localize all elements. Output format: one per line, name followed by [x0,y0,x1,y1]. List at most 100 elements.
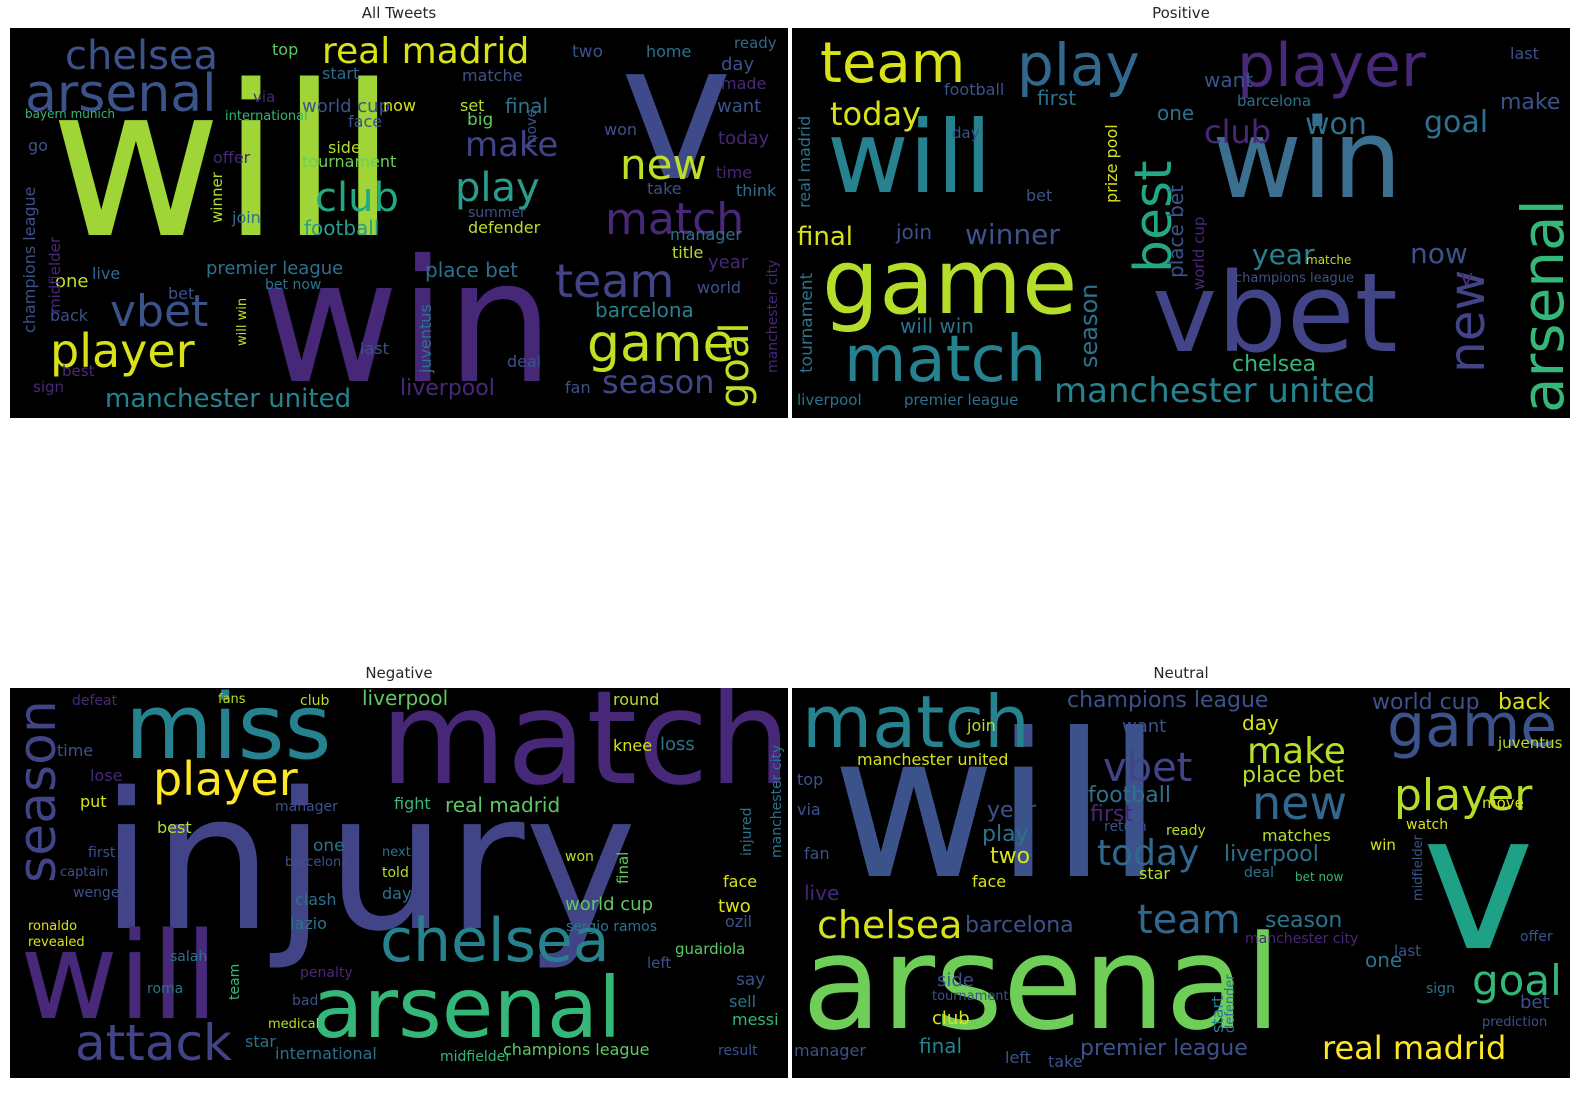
cloud-word: champions league [1067,688,1269,713]
cloud-word: chelsea [380,906,610,976]
cloud-word: arsenal [802,907,1281,1059]
cloud-word: champions league [1235,271,1355,286]
cloud-word: goal [712,322,758,409]
cloud-word: chelsea [1232,352,1317,377]
cloud-word: international [275,1044,377,1063]
cloud-word: club [315,175,399,221]
cloud-word: bet now [265,277,322,293]
cloud-word: day [382,884,412,903]
cloud-word: season [602,363,715,401]
cloud-word: set [460,96,485,115]
cloud-word: player [1394,770,1533,821]
cloud-word: think [736,181,777,200]
cloud-word: join [967,716,996,735]
cloud-word: defeat [72,693,118,709]
cloud-word: ronaldo [28,919,78,934]
cloud-word: liverpool [400,376,495,401]
cloud-word: clash [295,890,337,909]
cloud-word: fan [804,844,830,863]
wordcloud-panel-positive: Positive team play player will win game vbet ma… [792,4,1570,420]
wordcloud-canvas: team play player will win game vbet match arsena… [792,28,1570,418]
cloud-word: star [1139,864,1170,883]
cloud-word: wenger [73,885,126,901]
cloud-word: one [1157,101,1195,125]
cloud-word: want [1122,716,1167,737]
cloud-word: move [1482,794,1524,812]
cloud-word: world [697,278,742,297]
cloud-word: via [797,800,821,819]
cloud-word: play [982,822,1029,847]
cloud-word: year [708,252,749,273]
cloud-word: back [1498,690,1551,715]
cloud-word: day [721,54,755,75]
cloud-word: goal [1472,956,1562,1005]
cloud-word: ready [1166,823,1206,839]
cloud-word: say [736,970,766,990]
cloud-word: champions league [503,1040,650,1059]
cloud-word: game [587,314,735,374]
cloud-word: bet now [1295,870,1344,884]
cloud-word: won [1305,107,1367,142]
cloud-word: bad [292,993,319,1009]
wordcloud-panel-all-tweets: All Tweets will v win real madrid chelsea ars… [10,4,788,420]
cloud-word: fan [565,378,591,397]
cloud-word: miss [125,688,332,780]
cloud-word: sign [33,378,65,396]
cloud-word: bet [1026,186,1053,205]
cloud-word: move [524,108,540,148]
cloud-word: juventus [416,304,435,373]
cloud-word: bayern munich [25,107,116,121]
cloud-word: world cup [302,96,391,117]
cloud-word: real madrid [1322,1029,1507,1067]
cloud-word: fans [218,692,246,707]
cloud-word: home [646,42,692,61]
cloud-word: vbet [110,286,209,337]
cloud-word: today [718,128,770,149]
cloud-word: left [1005,1048,1031,1067]
wordcloud-panel-negative: Negative injury match miss will arsenal chels… [10,664,788,1080]
cloud-word: barcelona [1237,92,1312,110]
cloud-word: play [1017,31,1140,99]
cloud-word: club [300,693,330,709]
cloud-word: v [620,28,733,223]
cloud-word: revealed [28,935,85,950]
cloud-word: champions league [20,186,39,333]
cloud-word: want [717,96,762,117]
cloud-word: football [1088,783,1171,808]
cloud-word: take [647,179,682,198]
cloud-word: match [802,688,1030,764]
cloud-word: barcelona [595,298,694,322]
cloud-word: season [10,700,68,883]
cloud-word: place bet [1242,763,1345,788]
cloud-word: game [822,230,1078,335]
cloud-word: won [565,849,594,865]
cloud-word: two [718,896,751,917]
cloud-word: arsenal [312,959,622,1057]
cloud-word: face [723,872,758,891]
cloud-word: side [937,970,974,991]
cloud-word: match [605,194,745,245]
cloud-word: best [157,818,192,837]
cloud-word: injury [100,752,637,973]
cloud-word: football [304,216,380,240]
cloud-word: matches [1262,826,1331,845]
cloud-word: manager [670,225,742,244]
cloud-word: salah [170,949,208,965]
cloud-word: face [348,112,383,131]
cloud-word: star [245,1032,276,1051]
cloud-word: manager [275,799,338,815]
cloud-word: goal [1424,105,1489,140]
cloud-word: one [1365,948,1403,972]
cloud-word: world cup [1372,690,1480,715]
cloud-word: fight [394,794,431,813]
cloud-word: messi [732,1010,779,1029]
cloud-word: prediction [1482,1015,1548,1030]
cloud-word: will [827,99,993,216]
cloud-word: manchester city [769,744,785,858]
cloud-word: football [944,80,1005,99]
cloud-word: result [718,1043,758,1059]
cloud-word: join [896,220,933,244]
cloud-word: arsenal [1509,199,1570,413]
cloud-word: offer [1520,929,1553,945]
panel-title: Negative [365,664,433,682]
